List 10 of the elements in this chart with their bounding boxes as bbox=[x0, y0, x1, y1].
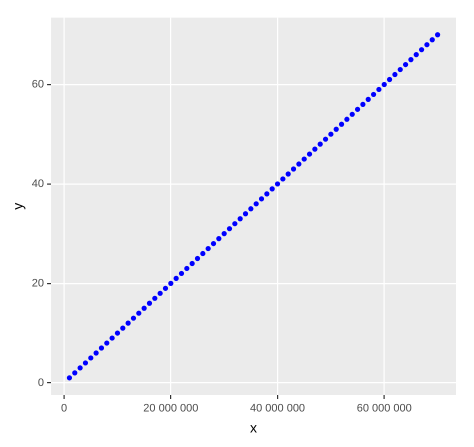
x-tick-label: 60 000 000 bbox=[356, 402, 412, 415]
x-tick-label: 0 bbox=[61, 402, 68, 415]
y-tick-label: 20 bbox=[32, 277, 44, 290]
y-axis-title: y bbox=[9, 202, 26, 210]
y-tick-label: 0 bbox=[38, 376, 44, 389]
y-tick-label: 40 bbox=[32, 178, 44, 190]
y-tick-label: 60 bbox=[32, 78, 44, 91]
x-tick-label: 40 000 000 bbox=[250, 402, 306, 415]
x-axis-title: x bbox=[250, 419, 258, 436]
x-tick-label: 20 000 000 bbox=[143, 402, 198, 415]
